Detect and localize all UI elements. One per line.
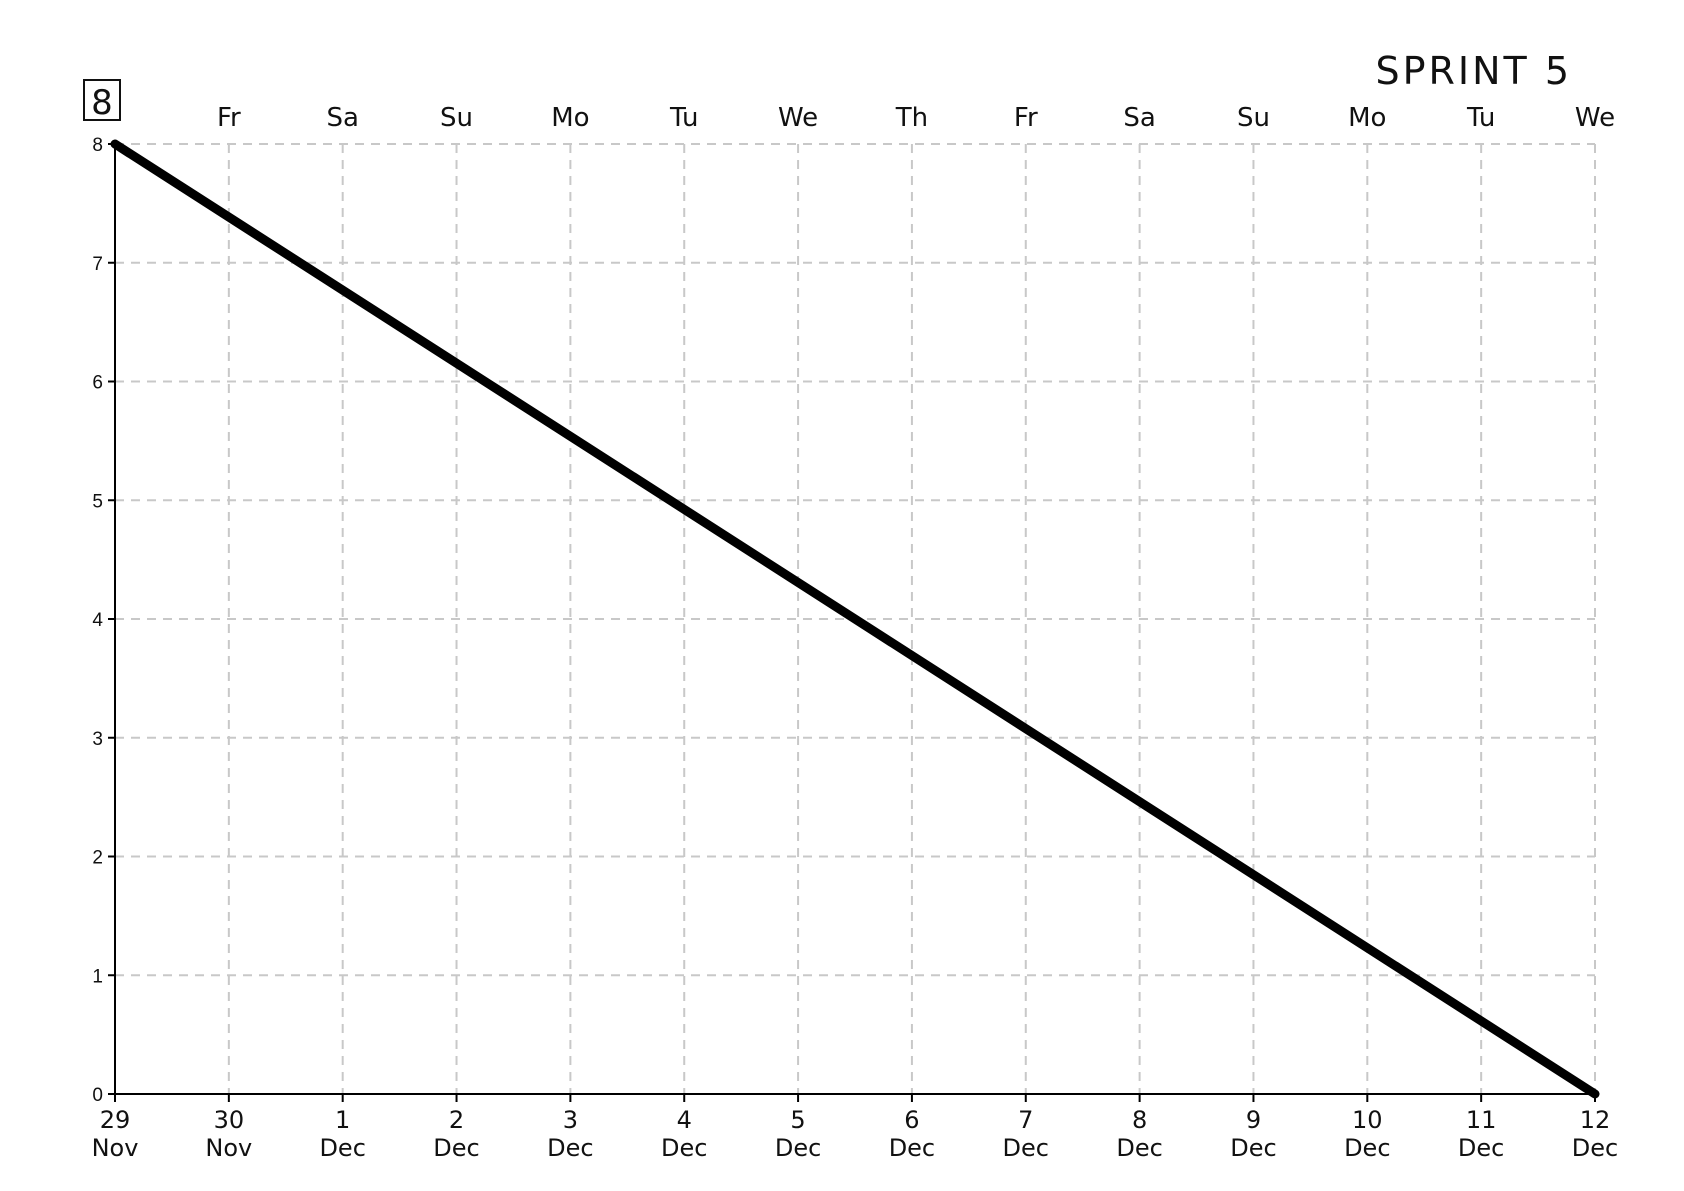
x-tick-day: 11 [1466, 1106, 1497, 1134]
weekday-label: We [1575, 103, 1615, 133]
x-tick-day: 9 [1246, 1106, 1261, 1134]
weekday-label: Fr [1014, 103, 1038, 133]
y-tick-label: 3 [92, 729, 103, 750]
weekday-label: Mo [1348, 103, 1386, 133]
x-tick-month: Dec [433, 1134, 479, 1162]
y-tick-label: 0 [92, 1085, 103, 1106]
weekday-label: We [778, 103, 818, 133]
y-tick-label: 5 [92, 491, 103, 512]
x-tick-day: 10 [1352, 1106, 1383, 1134]
x-tick-month: Nov [92, 1134, 139, 1162]
x-tick-day: 7 [1018, 1106, 1033, 1134]
x-tick-month: Dec [319, 1134, 365, 1162]
x-tick-day: 3 [563, 1106, 578, 1134]
weekday-label: Tu [669, 103, 698, 133]
x-tick-day: 8 [1132, 1106, 1147, 1134]
weekday-label: Sa [326, 103, 358, 133]
weekday-label: Th [895, 103, 928, 133]
x-axis-labels: 29Nov30Nov1Dec2Dec3Dec4Dec5Dec6Dec7Dec8D… [92, 1094, 1618, 1162]
y-tick-label: 1 [92, 966, 103, 987]
x-tick-month: Dec [1230, 1134, 1276, 1162]
x-tick-day: 2 [449, 1106, 464, 1134]
weekday-label: Tu [1466, 103, 1495, 133]
series-layer [110, 139, 1600, 1099]
x-tick-month: Dec [1116, 1134, 1162, 1162]
burndown-line [110, 139, 1600, 1099]
y-tick-label: 2 [92, 848, 103, 869]
y-tick-label: 7 [92, 254, 103, 275]
x-tick-day: 5 [790, 1106, 805, 1134]
y-axis-ticks: 0 1 2 3 4 5 6 7 8 [92, 135, 115, 1106]
chart-title: SPRINT 5 [1375, 49, 1572, 93]
total-badge-box [83, 79, 121, 121]
x-tick-month: Dec [661, 1134, 707, 1162]
grid-lines [115, 143, 1596, 1094]
x-tick-day: 12 [1580, 1106, 1611, 1134]
weekday-label: Su [1237, 103, 1270, 133]
x-tick-day: 29 [100, 1106, 131, 1134]
axes [114, 140, 1595, 1095]
weekday-label: Sa [1123, 103, 1155, 133]
x-tick-day: 30 [214, 1106, 245, 1134]
weekday-labels: Fr Sa Su Mo Tu We Th Fr Sa Su Mo Tu We [217, 103, 1615, 133]
x-tick-month: Dec [1458, 1134, 1504, 1162]
x-tick-month: Dec [1572, 1134, 1618, 1162]
x-tick-month: Dec [775, 1134, 821, 1162]
x-tick-month: Dec [889, 1134, 935, 1162]
x-tick-month: Nov [205, 1134, 252, 1162]
y-tick-label: 8 [92, 135, 103, 156]
y-tick-label: 6 [92, 373, 103, 394]
weekday-label: Mo [551, 103, 589, 133]
total-badge: 8 [91, 83, 113, 123]
x-tick-month: Dec [1003, 1134, 1049, 1162]
weekday-label: Su [440, 103, 473, 133]
x-tick-month: Dec [1344, 1134, 1390, 1162]
x-tick-day: 6 [904, 1106, 919, 1134]
weekday-label: Fr [217, 103, 241, 133]
x-tick-day: 4 [677, 1106, 692, 1134]
x-tick-day: 1 [335, 1106, 350, 1134]
y-tick-label: 4 [92, 610, 103, 631]
x-tick-month: Dec [547, 1134, 593, 1162]
